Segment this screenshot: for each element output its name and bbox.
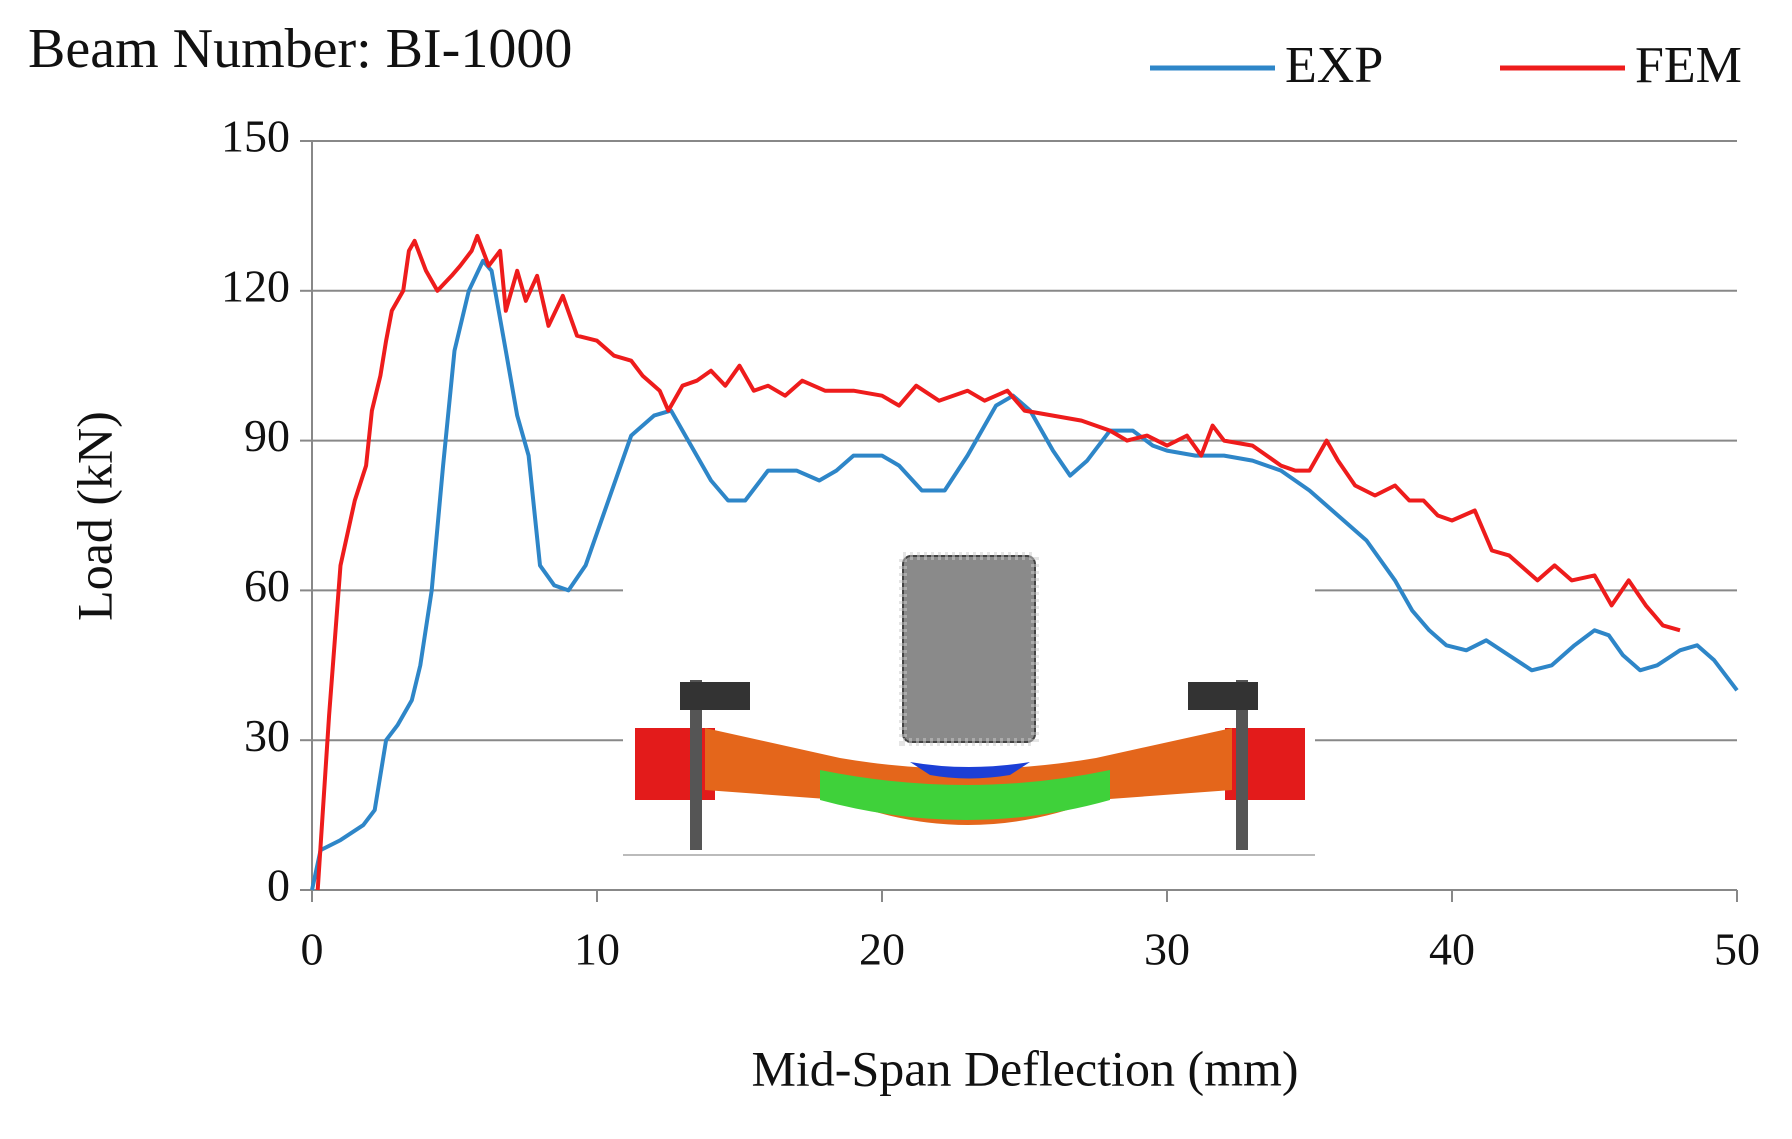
legend-label: EXP xyxy=(1285,37,1383,94)
x-axis-label: Mid-Span Deflection (mm) xyxy=(751,1040,1298,1096)
x-tick-label: 30 xyxy=(1144,924,1190,975)
legend-label: FEM xyxy=(1635,37,1742,94)
series-line xyxy=(310,258,1739,891)
x-tick-label: 50 xyxy=(1714,924,1760,975)
x-tick-label: 10 xyxy=(574,924,620,975)
y-tick-label: 30 xyxy=(244,710,290,761)
y-tick-label: 0 xyxy=(267,860,290,911)
x-tick-label: 40 xyxy=(1429,924,1475,975)
fem-model-inset xyxy=(623,552,1315,860)
chart-title: Beam Number: BI-1000 xyxy=(28,18,572,80)
y-tick-label: 60 xyxy=(244,560,290,611)
y-tick-label: 150 xyxy=(221,111,290,162)
x-tick-label: 0 xyxy=(301,924,324,975)
series-line xyxy=(315,233,1681,891)
x-tick-label: 20 xyxy=(859,924,905,975)
y-tick-label: 120 xyxy=(221,260,290,311)
y-axis-label: Load (kN) xyxy=(66,411,122,621)
y-tick-label: 90 xyxy=(244,410,290,461)
